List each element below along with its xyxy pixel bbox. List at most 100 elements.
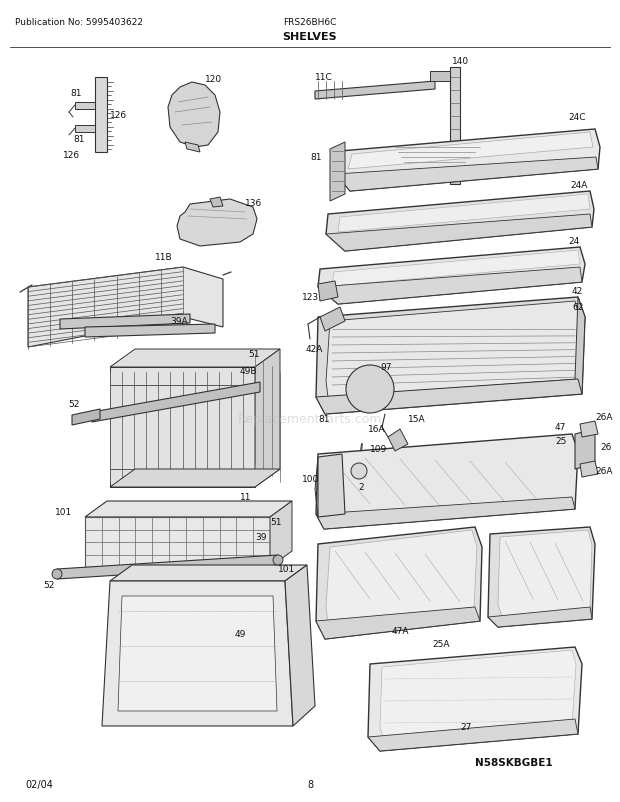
Polygon shape bbox=[316, 435, 578, 529]
Polygon shape bbox=[110, 367, 255, 488]
Circle shape bbox=[52, 569, 62, 579]
Text: 42: 42 bbox=[572, 287, 583, 296]
Polygon shape bbox=[348, 461, 372, 482]
Polygon shape bbox=[316, 379, 582, 415]
Text: 49: 49 bbox=[235, 630, 246, 638]
Text: 126: 126 bbox=[63, 152, 80, 160]
Polygon shape bbox=[28, 268, 223, 347]
Text: 49B: 49B bbox=[240, 367, 257, 376]
Text: 81: 81 bbox=[70, 88, 81, 97]
Text: 51: 51 bbox=[270, 518, 281, 527]
Polygon shape bbox=[316, 298, 585, 415]
Text: 24: 24 bbox=[568, 237, 579, 246]
Text: 11B: 11B bbox=[155, 253, 172, 262]
Text: 25: 25 bbox=[555, 437, 567, 446]
Text: 42A: 42A bbox=[306, 345, 324, 354]
Polygon shape bbox=[177, 200, 257, 247]
Polygon shape bbox=[316, 607, 480, 639]
Polygon shape bbox=[318, 455, 345, 517]
Polygon shape bbox=[336, 158, 598, 192]
Text: 15A: 15A bbox=[408, 415, 425, 424]
Text: 81: 81 bbox=[310, 153, 322, 162]
Circle shape bbox=[351, 464, 367, 480]
Polygon shape bbox=[318, 282, 338, 302]
Polygon shape bbox=[75, 103, 95, 110]
Text: 52: 52 bbox=[68, 400, 79, 409]
Polygon shape bbox=[488, 607, 592, 627]
Text: 16A: 16A bbox=[368, 425, 386, 434]
Polygon shape bbox=[110, 350, 280, 367]
Text: 26: 26 bbox=[600, 443, 611, 452]
Polygon shape bbox=[326, 192, 594, 252]
Text: 101: 101 bbox=[55, 508, 73, 516]
Polygon shape bbox=[488, 528, 595, 627]
Polygon shape bbox=[168, 83, 220, 148]
Polygon shape bbox=[326, 302, 580, 398]
Polygon shape bbox=[338, 195, 590, 233]
Text: 109: 109 bbox=[370, 445, 388, 454]
Text: 11: 11 bbox=[240, 493, 252, 502]
Text: 26A: 26A bbox=[595, 413, 613, 422]
Polygon shape bbox=[580, 461, 598, 477]
Text: 126: 126 bbox=[110, 111, 127, 120]
Polygon shape bbox=[285, 565, 315, 726]
Polygon shape bbox=[318, 248, 585, 305]
Polygon shape bbox=[368, 719, 578, 751]
Polygon shape bbox=[85, 517, 270, 567]
Text: 11C: 11C bbox=[315, 74, 333, 83]
Polygon shape bbox=[85, 501, 292, 517]
Polygon shape bbox=[315, 82, 435, 100]
Polygon shape bbox=[450, 68, 460, 184]
Text: 123: 123 bbox=[302, 294, 319, 302]
Text: 8: 8 bbox=[307, 779, 313, 789]
Polygon shape bbox=[255, 350, 280, 488]
Text: 24C: 24C bbox=[568, 113, 585, 123]
Text: 97: 97 bbox=[380, 363, 391, 372]
Polygon shape bbox=[316, 528, 482, 639]
Polygon shape bbox=[270, 501, 292, 567]
Polygon shape bbox=[348, 133, 593, 170]
Polygon shape bbox=[185, 143, 200, 153]
Text: 26A: 26A bbox=[595, 467, 613, 476]
Polygon shape bbox=[498, 530, 592, 618]
Text: 47: 47 bbox=[555, 423, 567, 432]
Circle shape bbox=[346, 366, 394, 414]
Text: 140: 140 bbox=[452, 58, 469, 67]
Polygon shape bbox=[110, 469, 280, 488]
Text: 25A: 25A bbox=[432, 640, 450, 649]
Polygon shape bbox=[92, 383, 260, 423]
Polygon shape bbox=[326, 215, 592, 252]
Polygon shape bbox=[72, 410, 100, 426]
Text: 62: 62 bbox=[572, 303, 583, 312]
Polygon shape bbox=[330, 143, 345, 202]
Polygon shape bbox=[60, 314, 190, 330]
Polygon shape bbox=[336, 130, 600, 192]
Text: Publication No: 5995403622: Publication No: 5995403622 bbox=[15, 18, 143, 27]
Polygon shape bbox=[326, 530, 477, 624]
Text: 100: 100 bbox=[302, 475, 319, 484]
Text: 52: 52 bbox=[43, 581, 55, 589]
Polygon shape bbox=[580, 422, 598, 437]
Polygon shape bbox=[388, 429, 408, 452]
Polygon shape bbox=[95, 78, 107, 153]
Polygon shape bbox=[380, 650, 576, 741]
Polygon shape bbox=[332, 251, 580, 286]
Text: 2: 2 bbox=[358, 483, 363, 492]
Polygon shape bbox=[318, 268, 582, 305]
Polygon shape bbox=[118, 596, 277, 711]
Polygon shape bbox=[320, 308, 345, 331]
Text: 81: 81 bbox=[73, 136, 84, 144]
Text: 101: 101 bbox=[278, 565, 295, 573]
Text: FRS26BH6C: FRS26BH6C bbox=[283, 18, 337, 27]
Text: 136: 136 bbox=[245, 198, 262, 207]
Text: 24A: 24A bbox=[570, 180, 587, 189]
Text: ReplacementParts.com: ReplacementParts.com bbox=[237, 413, 383, 426]
Polygon shape bbox=[430, 72, 450, 82]
Polygon shape bbox=[316, 497, 575, 529]
Text: 02/04: 02/04 bbox=[25, 779, 53, 789]
Polygon shape bbox=[57, 555, 278, 579]
Text: 39: 39 bbox=[255, 533, 267, 542]
Polygon shape bbox=[102, 581, 293, 726]
Text: SHELVES: SHELVES bbox=[283, 32, 337, 42]
Circle shape bbox=[273, 555, 283, 565]
